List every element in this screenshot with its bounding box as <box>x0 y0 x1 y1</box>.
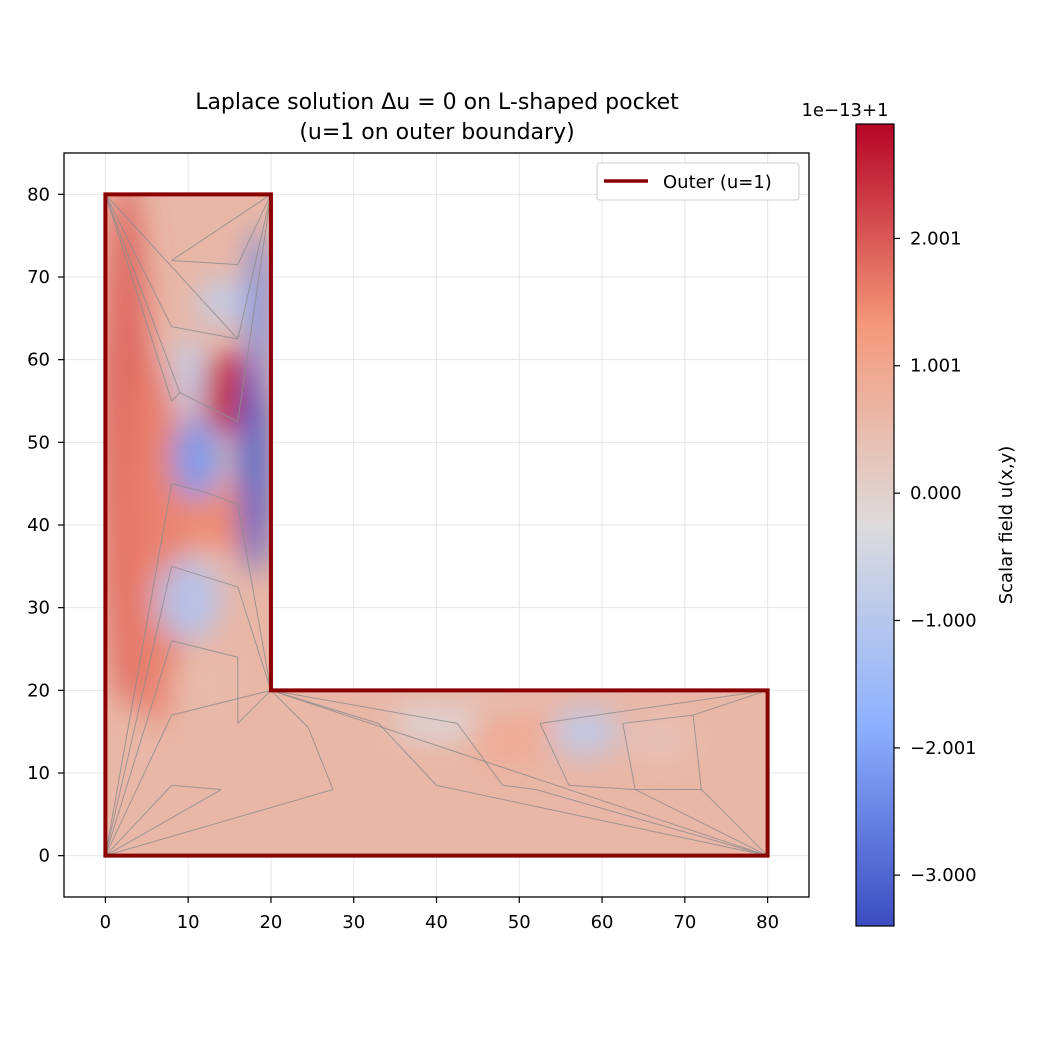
x-tick-label: 40 <box>425 912 448 933</box>
y-axis: 0 10 20 30 40 50 60 70 80 <box>27 184 64 867</box>
y-tick-label: 60 <box>27 350 50 371</box>
mesh-edge <box>171 689 272 716</box>
mesh-edge <box>105 640 173 856</box>
mesh-edge <box>171 483 205 493</box>
field-blob-7 <box>196 276 247 327</box>
field-blob-6 <box>246 227 271 393</box>
colorbar-label: Scalar field u(x,y) <box>996 446 1017 605</box>
mesh-edge <box>171 326 238 340</box>
mesh-edge <box>622 723 636 790</box>
mesh-edge <box>171 565 238 588</box>
mesh-edge <box>622 714 694 724</box>
x-axis: 0 10 20 30 40 50 60 70 80 <box>100 897 779 933</box>
field-blob-10 <box>171 334 205 418</box>
mesh-edge <box>692 715 702 790</box>
y-tick-label: 40 <box>27 515 50 536</box>
y-tick-label: 30 <box>27 598 50 619</box>
mesh-edge <box>237 194 272 265</box>
mesh-edge <box>237 504 272 691</box>
y-tick-label: 20 <box>27 680 50 701</box>
field-blob-9 <box>171 657 238 707</box>
mesh-edge <box>568 784 636 791</box>
outer-boundary <box>103 192 770 858</box>
mesh-edge <box>378 723 437 786</box>
y-tick-label: 50 <box>27 432 50 453</box>
mesh-edge <box>436 784 768 856</box>
field-blob-4 <box>237 359 271 575</box>
x-tick-label: 70 <box>673 912 696 933</box>
colorbar: 1e−13+1 2.001 1.001 0.000 −1.000 −2.001 −3.00… <box>801 100 1017 927</box>
mesh-edge <box>105 566 173 856</box>
x-tick-label: 20 <box>259 912 282 933</box>
mesh-edge <box>171 640 238 658</box>
mesh-edge <box>237 586 272 691</box>
colorbar-ticks: 2.001 1.001 0.000 −1.000 −2.001 −3.000 <box>894 228 977 886</box>
mesh-edge <box>270 689 309 728</box>
x-tick-label: 0 <box>100 912 111 933</box>
x-tick-label: 80 <box>756 912 779 933</box>
mesh-edge <box>237 194 272 422</box>
y-tick-label: 70 <box>27 267 50 288</box>
mesh-edge <box>105 194 173 402</box>
legend-box <box>596 162 800 201</box>
mesh-edge <box>171 392 181 402</box>
colorbar-gradient <box>855 123 895 927</box>
mesh-edge <box>105 483 173 856</box>
mesh-edge <box>171 784 222 791</box>
mesh-edge <box>105 194 181 393</box>
colorbar-tick-label: −1.000 <box>910 610 977 631</box>
mesh-edge <box>237 194 272 340</box>
field-blob-5 <box>171 417 222 501</box>
mesh-edge <box>204 491 239 505</box>
mesh-edge <box>105 194 173 327</box>
field-blob-14 <box>626 715 694 765</box>
mesh-edge <box>270 689 458 724</box>
field-blob-12 <box>552 706 619 757</box>
mesh-edge <box>535 789 768 856</box>
mesh-edge <box>105 785 172 856</box>
field-blob-11 <box>469 698 553 765</box>
x-tick-label: 10 <box>177 912 200 933</box>
mesh-edge <box>539 723 570 786</box>
mesh-edge <box>179 392 239 423</box>
mesh-edge <box>539 689 768 724</box>
y-tick-label: 10 <box>27 763 50 784</box>
y-tick-label: 80 <box>27 184 50 205</box>
field-blob-13 <box>395 706 478 740</box>
colorbar-tick-label: 1.001 <box>910 356 962 377</box>
mesh-edge <box>105 789 222 856</box>
chart-title: Laplace solution Δu = 0 on L-shaped pock… <box>195 90 679 115</box>
field-blob-15 <box>386 690 553 716</box>
mesh-edge <box>634 789 768 856</box>
y-tick-label: 0 <box>39 846 50 867</box>
chart-subtitle: (u=1 on outer boundary) <box>299 120 574 145</box>
plot-area: 0 10 20 30 40 50 60 70 80 0 10 20 30 40 50 60 70 80 <box>27 152 810 933</box>
mesh-edge <box>105 194 239 340</box>
colorbar-offset-text: 1e−13+1 <box>801 100 888 121</box>
x-tick-label: 60 <box>591 912 614 933</box>
legend-label: Outer (u=1) <box>663 172 772 193</box>
mesh-edge <box>105 714 173 856</box>
mesh-edge <box>307 727 334 790</box>
mesh-edge <box>270 689 768 856</box>
legend: Outer (u=1) <box>596 162 800 201</box>
x-tick-label: 30 <box>342 912 365 933</box>
colorbar-tick-label: 2.001 <box>910 228 962 249</box>
mesh-edge <box>171 194 272 261</box>
colorbar-tick-label: −3.000 <box>910 865 977 886</box>
mesh-edge <box>502 784 536 791</box>
mesh-edge <box>701 789 768 856</box>
mesh-edge <box>171 259 238 266</box>
x-tick-label: 50 <box>508 912 531 933</box>
colorbar-tick-label: −2.001 <box>910 738 977 759</box>
mesh-edge <box>692 689 768 716</box>
mesh-edge <box>105 789 334 856</box>
field-blob-8 <box>155 558 222 641</box>
colorbar-tick-label: 0.000 <box>910 483 962 504</box>
mesh-edge <box>456 723 504 786</box>
mesh-edge <box>237 689 272 724</box>
